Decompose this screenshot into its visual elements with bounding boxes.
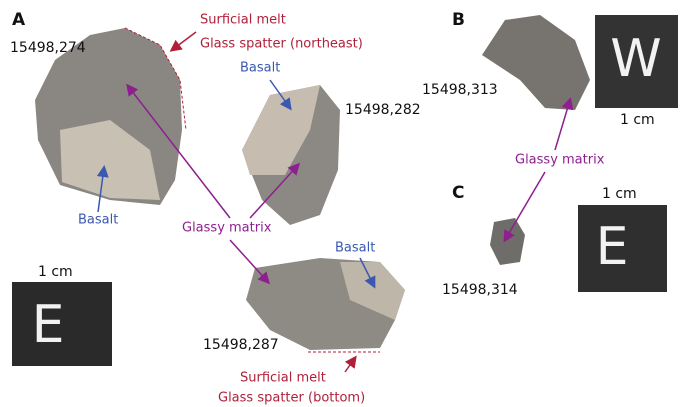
annotation: Basalt <box>240 61 280 76</box>
sample-id: 15498,282 <box>345 102 421 118</box>
annotation: Surficial melt <box>240 371 326 386</box>
annotation: Glass spatter (northeast) <box>200 37 363 52</box>
annotation: Glass spatter (bottom) <box>218 391 365 406</box>
scale-label: 1 cm <box>38 264 73 280</box>
scale-label: 1 cm <box>602 186 637 202</box>
scale-cube <box>595 15 678 108</box>
cube-letter: E <box>32 295 65 355</box>
rock-287-basalt <box>340 262 405 320</box>
arrows <box>96 31 574 373</box>
sample-id: 15498,313 <box>422 82 498 98</box>
annotation: Basalt <box>335 241 375 256</box>
panel-label: C <box>452 183 464 203</box>
cube-letter: W <box>610 29 661 89</box>
scale-label: 1 cm <box>620 112 655 128</box>
annotation: Glassy matrix <box>515 153 605 168</box>
rock-282-basalt <box>242 85 320 175</box>
rock-314 <box>490 218 525 265</box>
annotation: Basalt <box>78 213 118 228</box>
annotation: Glassy matrix <box>182 221 272 236</box>
panel-label: A <box>12 10 26 30</box>
scale-cube <box>578 205 667 292</box>
rock-274-basalt <box>60 120 160 200</box>
sample-id: 15498,274 <box>10 40 86 56</box>
rock-313 <box>482 15 590 110</box>
sample-id: 15498,287 <box>203 337 279 353</box>
sample-id: 15498,314 <box>442 282 518 298</box>
cube-letter: E <box>596 217 629 277</box>
annotation: Surficial melt <box>200 13 286 28</box>
panel-label: B <box>452 10 465 30</box>
scale-cube <box>12 282 112 366</box>
